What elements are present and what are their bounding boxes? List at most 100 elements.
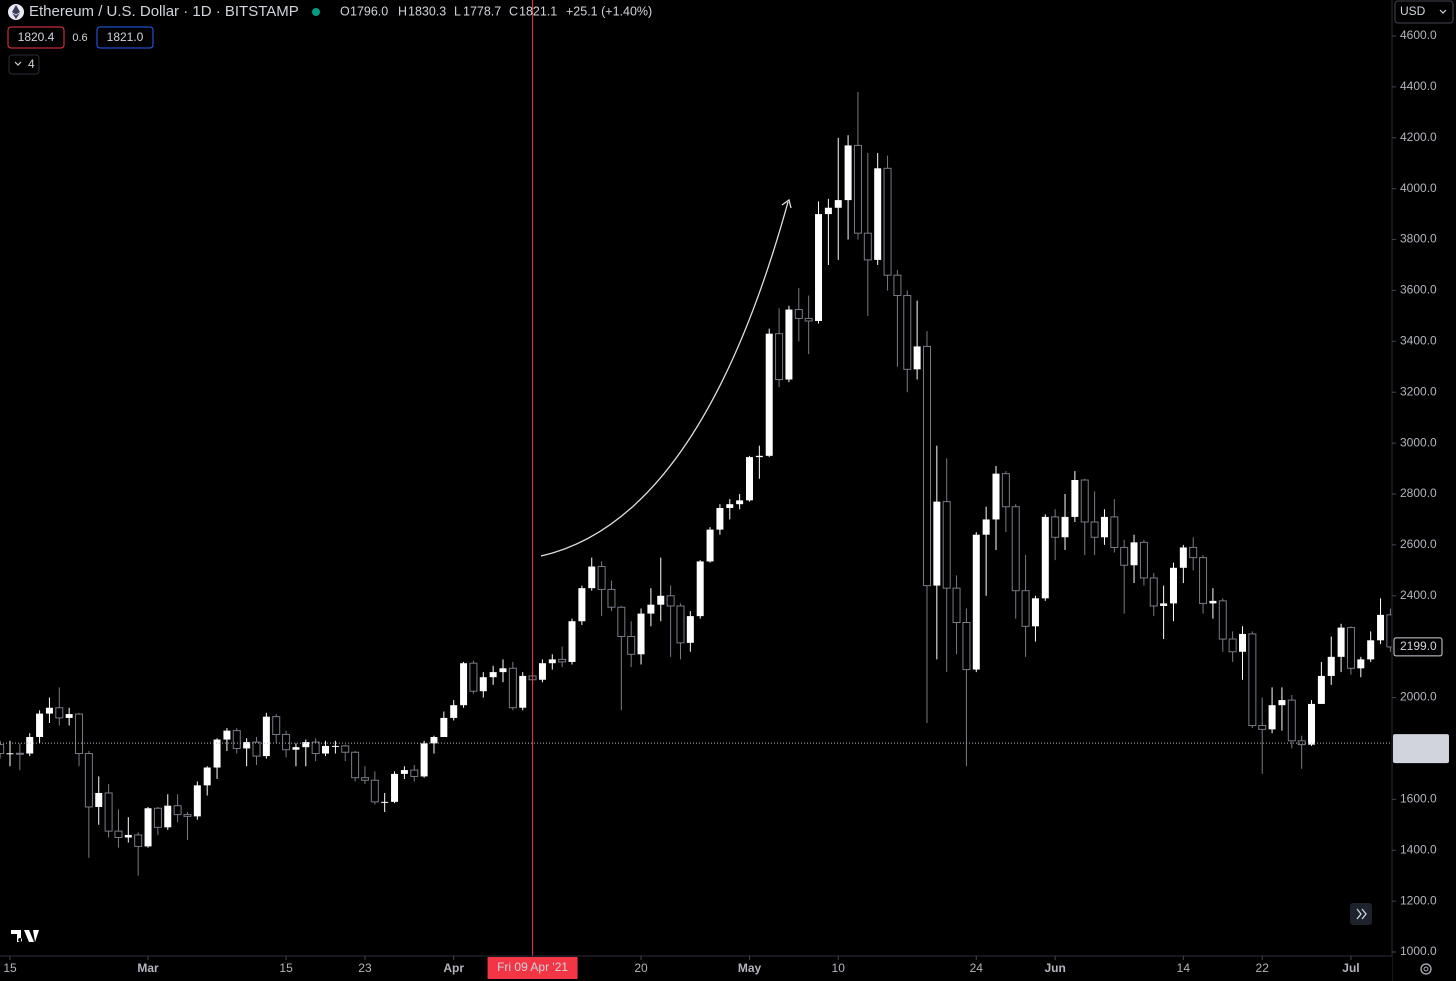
candle-body [1001, 473, 1010, 508]
x-tick-label: Mar [137, 961, 159, 975]
candle-body [1130, 542, 1138, 566]
candle-body [1228, 638, 1237, 653]
candle-body [1120, 546, 1129, 566]
ask-price[interactable]: 1821.0 [107, 30, 144, 44]
y-tick-label: 4200.0 [1400, 130, 1437, 144]
candle-body [292, 747, 300, 750]
candle-body [331, 745, 339, 747]
y-tick-label: 3200.0 [1400, 384, 1437, 398]
candle-body [1287, 699, 1296, 742]
buy-button[interactable] [96, 26, 154, 49]
tv-logo[interactable] [11, 930, 34, 942]
bid-price[interactable]: 1820.4 [18, 30, 55, 44]
y-tick-label: 2600.0 [1400, 537, 1437, 551]
chart-title[interactable]: Ethereum / U.S. Dollar · 1D · BITSTAMP [29, 3, 299, 20]
candle-body [893, 274, 902, 297]
candle-body [489, 672, 497, 678]
candle-body [164, 805, 172, 828]
spread: 0.6 [72, 32, 87, 44]
x-tick-label: 15 [279, 961, 293, 975]
currency[interactable]: USD [1400, 4, 1426, 18]
candle-body [815, 214, 823, 321]
candle-body [1149, 577, 1158, 607]
candle-body [933, 501, 941, 586]
candle-body [223, 730, 231, 740]
candle-body [706, 529, 714, 562]
candle-body [558, 658, 567, 663]
y-tick-label: 1600.0 [1400, 792, 1437, 806]
candle-body [755, 455, 763, 458]
chevron [1439, 9, 1447, 14]
y-tick-label: 3400.0 [1400, 334, 1437, 348]
candle-body [1308, 703, 1316, 745]
candle-body [647, 604, 655, 614]
x-tick-label: 22 [1256, 961, 1270, 975]
candle-body [578, 588, 586, 622]
candle-body [1080, 479, 1089, 523]
crosshair-label-box [487, 957, 578, 979]
candle-body [282, 733, 291, 751]
candle-body [1011, 506, 1020, 592]
candle-body [262, 716, 270, 757]
candle-body [420, 743, 428, 777]
indicators-count[interactable]: 4 [28, 57, 35, 71]
candle-body [1199, 557, 1208, 604]
x-tick-label: 20 [634, 961, 648, 975]
candle-body [45, 707, 53, 714]
candle-body [440, 717, 448, 737]
candle-body [982, 519, 990, 535]
settings-button[interactable] [1420, 963, 1432, 975]
candle-body [450, 705, 458, 718]
y-tick-label: 3800.0 [1400, 232, 1437, 246]
candle-body [1051, 516, 1060, 538]
candle-body [1021, 590, 1030, 627]
sell-button[interactable] [7, 26, 65, 49]
candle-body [124, 834, 132, 838]
close-price-label: 2199.0 [1400, 639, 1437, 653]
y-tick-label: 3600.0 [1400, 283, 1437, 297]
x-tick-label: Apr [443, 961, 464, 975]
candle-body [460, 663, 468, 706]
candle-body [272, 716, 281, 735]
x-tick-label: Jun [1044, 961, 1065, 975]
candle-body [775, 333, 784, 381]
x-tick-label: 24 [970, 961, 984, 975]
candle-body [1377, 614, 1385, 641]
currency-select[interactable] [1394, 0, 1454, 24]
legend-c: 1821.1 [519, 4, 557, 18]
candle-body [302, 742, 310, 748]
chevron [14, 61, 22, 66]
annotation-curve [540, 201, 789, 557]
x-tick-label: 14 [1177, 961, 1191, 975]
x-tick-label: Jul [1342, 961, 1359, 975]
candle-body [183, 814, 192, 817]
candle-body [65, 714, 73, 718]
candle-body [243, 742, 251, 749]
candle-body [922, 345, 931, 587]
candle-body [1160, 603, 1168, 606]
candle-body [676, 605, 685, 644]
x-tick-label: 23 [358, 961, 372, 975]
candle-body [1278, 700, 1286, 706]
candle-body [95, 792, 103, 807]
candle-body [1041, 516, 1049, 599]
candle-body [736, 500, 744, 505]
indicators-toggle[interactable] [8, 54, 40, 75]
candle-body [824, 207, 832, 215]
candle-body [519, 675, 527, 708]
candle-body [1317, 675, 1325, 704]
candle-body [548, 659, 556, 664]
candle-body [84, 753, 93, 808]
candle-body [391, 773, 399, 802]
candle-body [1258, 725, 1267, 730]
candle-body [1337, 627, 1345, 657]
candle-body [853, 144, 862, 234]
candle-body [26, 736, 34, 754]
candle-body [469, 662, 478, 692]
y-tick-label: 4400.0 [1400, 79, 1437, 93]
tv-logo-part [33, 930, 39, 942]
candle-body [1327, 656, 1335, 676]
y-tick-label: 4600.0 [1400, 28, 1437, 42]
